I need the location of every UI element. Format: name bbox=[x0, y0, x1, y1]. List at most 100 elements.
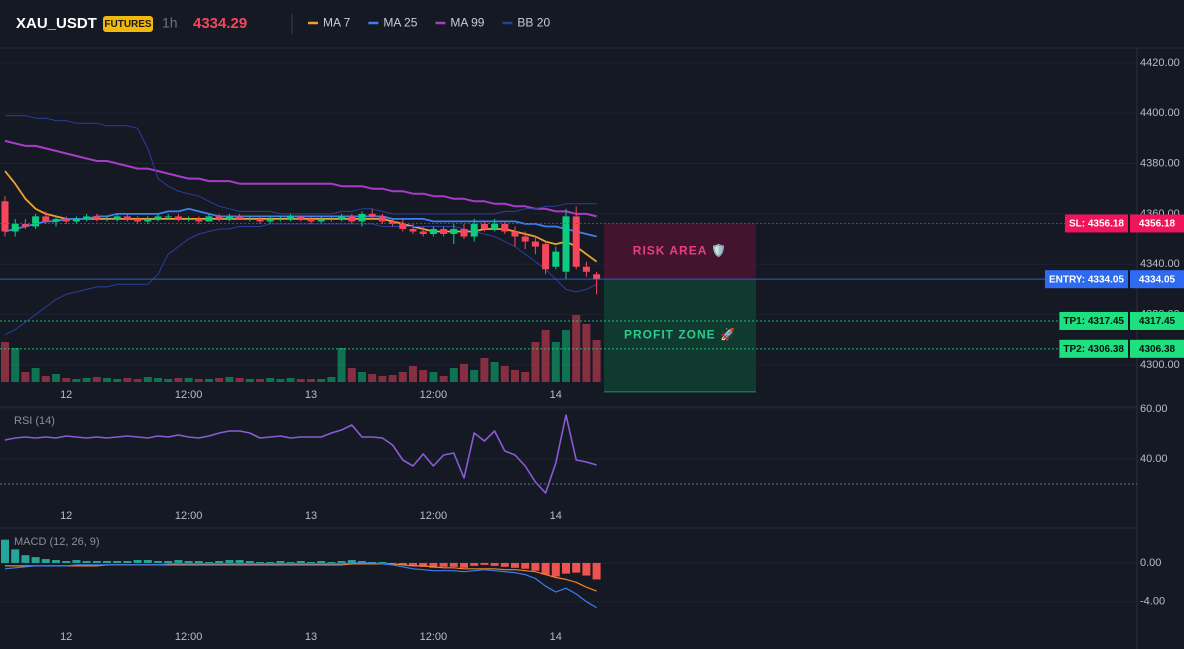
macd-histogram-bar bbox=[92, 561, 101, 563]
macd-histogram-bar bbox=[480, 562, 489, 565]
macd-histogram-bar bbox=[409, 562, 417, 566]
y-tick-label: 4380.00 bbox=[1140, 157, 1180, 169]
volume-bar bbox=[143, 377, 152, 382]
level-tag: SL: 4356.18 4356.18 bbox=[1064, 214, 1184, 233]
volume-bar bbox=[541, 330, 550, 382]
candle-body bbox=[358, 213, 366, 222]
volume-bar bbox=[307, 379, 315, 382]
macd-histogram-bar bbox=[562, 562, 570, 574]
macd-histogram-bar bbox=[317, 561, 326, 563]
x-tick-label: 12:00 bbox=[420, 631, 448, 643]
level-tag-bg bbox=[1044, 270, 1128, 289]
candle-body bbox=[205, 216, 213, 222]
candle-body bbox=[491, 223, 499, 229]
x-tick-label: 14 bbox=[550, 631, 562, 643]
candle-body bbox=[215, 216, 223, 219]
level-tag: TP2: 4306.38 4306.38 bbox=[1059, 339, 1184, 358]
price-tag-label: 4306.38 bbox=[1139, 344, 1176, 355]
volume-bar bbox=[225, 377, 234, 382]
volume-bar bbox=[429, 372, 438, 382]
level-tag-bg bbox=[1064, 214, 1128, 233]
volume-bar bbox=[337, 348, 346, 382]
macd-histogram-bar bbox=[531, 562, 540, 571]
volume-bar bbox=[245, 379, 254, 382]
zone bbox=[604, 223, 756, 280]
last-price: 4334.29 bbox=[193, 15, 247, 32]
x-tick-label: 14 bbox=[550, 510, 562, 522]
candle-body bbox=[338, 216, 346, 219]
macd-histogram-bar bbox=[592, 562, 601, 580]
plot-layer: 4300.004320.004340.004360.004380.004400.… bbox=[1, 57, 1180, 643]
price-tag-bg bbox=[1130, 339, 1184, 358]
volume-bar bbox=[562, 330, 570, 382]
interval: 1h bbox=[162, 15, 178, 31]
volume-bar bbox=[490, 362, 499, 382]
price-tag-label: 4356.18 bbox=[1139, 219, 1176, 230]
volume-bar bbox=[409, 366, 417, 382]
candle-body bbox=[593, 274, 601, 280]
macd-histogram-bar bbox=[205, 561, 213, 563]
volume-bar bbox=[113, 379, 122, 382]
volume-bar bbox=[582, 324, 591, 382]
volume-bar bbox=[184, 378, 193, 382]
level-tag-label: ENTRY: 4334.05 bbox=[1049, 274, 1124, 285]
zone bbox=[604, 279, 756, 392]
candle-body bbox=[450, 228, 458, 235]
candle-body bbox=[21, 223, 29, 227]
candle-body bbox=[256, 218, 264, 222]
y-tick-label: 4420.00 bbox=[1140, 57, 1180, 69]
volume-bar bbox=[92, 377, 101, 382]
macd-histogram-bar bbox=[521, 562, 530, 569]
volume-bar bbox=[174, 378, 183, 382]
macd-histogram-bar bbox=[266, 561, 275, 563]
price-tag-bg bbox=[1130, 270, 1184, 289]
macd-histogram-bar bbox=[113, 561, 122, 563]
macd-histogram-bar bbox=[174, 560, 183, 563]
candle-body bbox=[348, 216, 356, 222]
macd-histogram-bar bbox=[184, 561, 193, 563]
volume-bar bbox=[460, 364, 468, 382]
y-tick-label: 4340.00 bbox=[1140, 258, 1180, 270]
candle-body bbox=[246, 218, 254, 220]
macd-histogram-bar bbox=[276, 561, 285, 563]
price-tag-bg bbox=[1130, 214, 1184, 233]
y-tick-label: 0.00 bbox=[1140, 557, 1161, 569]
macd-histogram-bar bbox=[551, 562, 560, 577]
macd-histogram-bar bbox=[72, 560, 81, 563]
candle-body bbox=[83, 216, 91, 219]
macd-histogram-bar bbox=[582, 562, 591, 576]
candle-body bbox=[113, 216, 121, 219]
volume-bar bbox=[52, 374, 60, 382]
price-tag-bg bbox=[1130, 311, 1184, 330]
candle-body bbox=[419, 231, 427, 235]
candle-body bbox=[501, 223, 509, 232]
volume-bar bbox=[123, 378, 132, 382]
candle-body bbox=[276, 218, 284, 220]
volume-bar bbox=[256, 379, 264, 382]
macd-histogram-bar bbox=[21, 555, 30, 563]
volume-bar bbox=[276, 379, 285, 382]
macd-histogram-bar bbox=[41, 559, 50, 563]
volume-bar bbox=[266, 378, 275, 382]
level-tag-bg bbox=[1059, 311, 1128, 330]
x-tick-label: 12:00 bbox=[420, 510, 448, 522]
macd-histogram-bar bbox=[500, 562, 509, 567]
x-tick-label: 13 bbox=[305, 510, 317, 522]
candle-body bbox=[185, 218, 193, 220]
x-tick-label: 12 bbox=[60, 510, 72, 522]
macd-line bbox=[4, 562, 597, 609]
macd-histogram-bar bbox=[429, 562, 438, 568]
macd-histogram-bar bbox=[286, 561, 295, 563]
macd-histogram-bar bbox=[337, 561, 346, 563]
panel-title: MACD (12, 26, 9) bbox=[14, 536, 100, 548]
candle-body bbox=[144, 218, 152, 222]
x-tick-label: 12:00 bbox=[175, 510, 203, 522]
volume-bar bbox=[133, 379, 142, 382]
candle-body bbox=[154, 216, 162, 219]
macd-histogram-bar bbox=[378, 561, 387, 563]
overlay-layer: XAU_USDT FUTURES 1h 4334.29 MA 7 MA 25 MA 99 BB… bbox=[0, 15, 1184, 358]
volume-bar bbox=[62, 378, 71, 382]
x-tick-label: 14 bbox=[550, 389, 562, 401]
